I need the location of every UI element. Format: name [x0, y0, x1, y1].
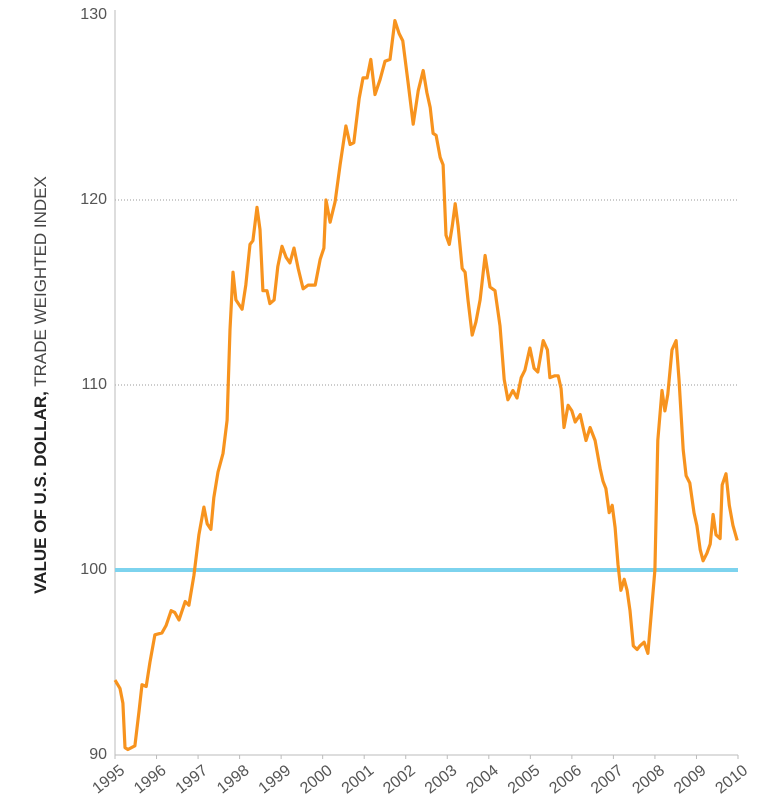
- x-tick-label: 2010: [713, 762, 752, 797]
- x-tick-label: 1997: [173, 762, 212, 797]
- line: [113, 19, 739, 752]
- x-tick-label: 2005: [505, 762, 544, 797]
- x-tick-label: 2007: [588, 762, 627, 797]
- x-tick-label: 2001: [339, 762, 378, 797]
- x-tick-label: 2003: [422, 762, 461, 797]
- y-axis-label-rest: TRADE WEIGHTED INDEX: [31, 176, 50, 387]
- x-tick-label: 2004: [463, 762, 502, 797]
- x-tick-label: 1996: [131, 762, 170, 797]
- x-tick-label: 2008: [629, 762, 668, 797]
- y-tick-label: 90: [89, 746, 107, 763]
- y-axis-label-bold: VALUE OF U.S. DOLLAR,: [31, 391, 50, 594]
- x-tick-label: 1995: [90, 762, 129, 797]
- x-tick-label: 2009: [671, 762, 710, 797]
- x-tick-label: 1998: [214, 762, 253, 797]
- y-tick-label: 130: [80, 6, 107, 23]
- y-tick-label: 110: [81, 376, 107, 393]
- x-tick-label: 2002: [380, 762, 419, 797]
- x-tick-label: 2006: [546, 762, 585, 797]
- y-axis-label: VALUE OF U.S. DOLLAR, TRADE WEIGHTED IND…: [31, 176, 50, 594]
- x-tick-label: 2000: [297, 762, 336, 797]
- x-tick-label: 1999: [256, 762, 295, 797]
- y-tick-label: 100: [80, 561, 107, 578]
- y-tick-label: 120: [80, 191, 107, 208]
